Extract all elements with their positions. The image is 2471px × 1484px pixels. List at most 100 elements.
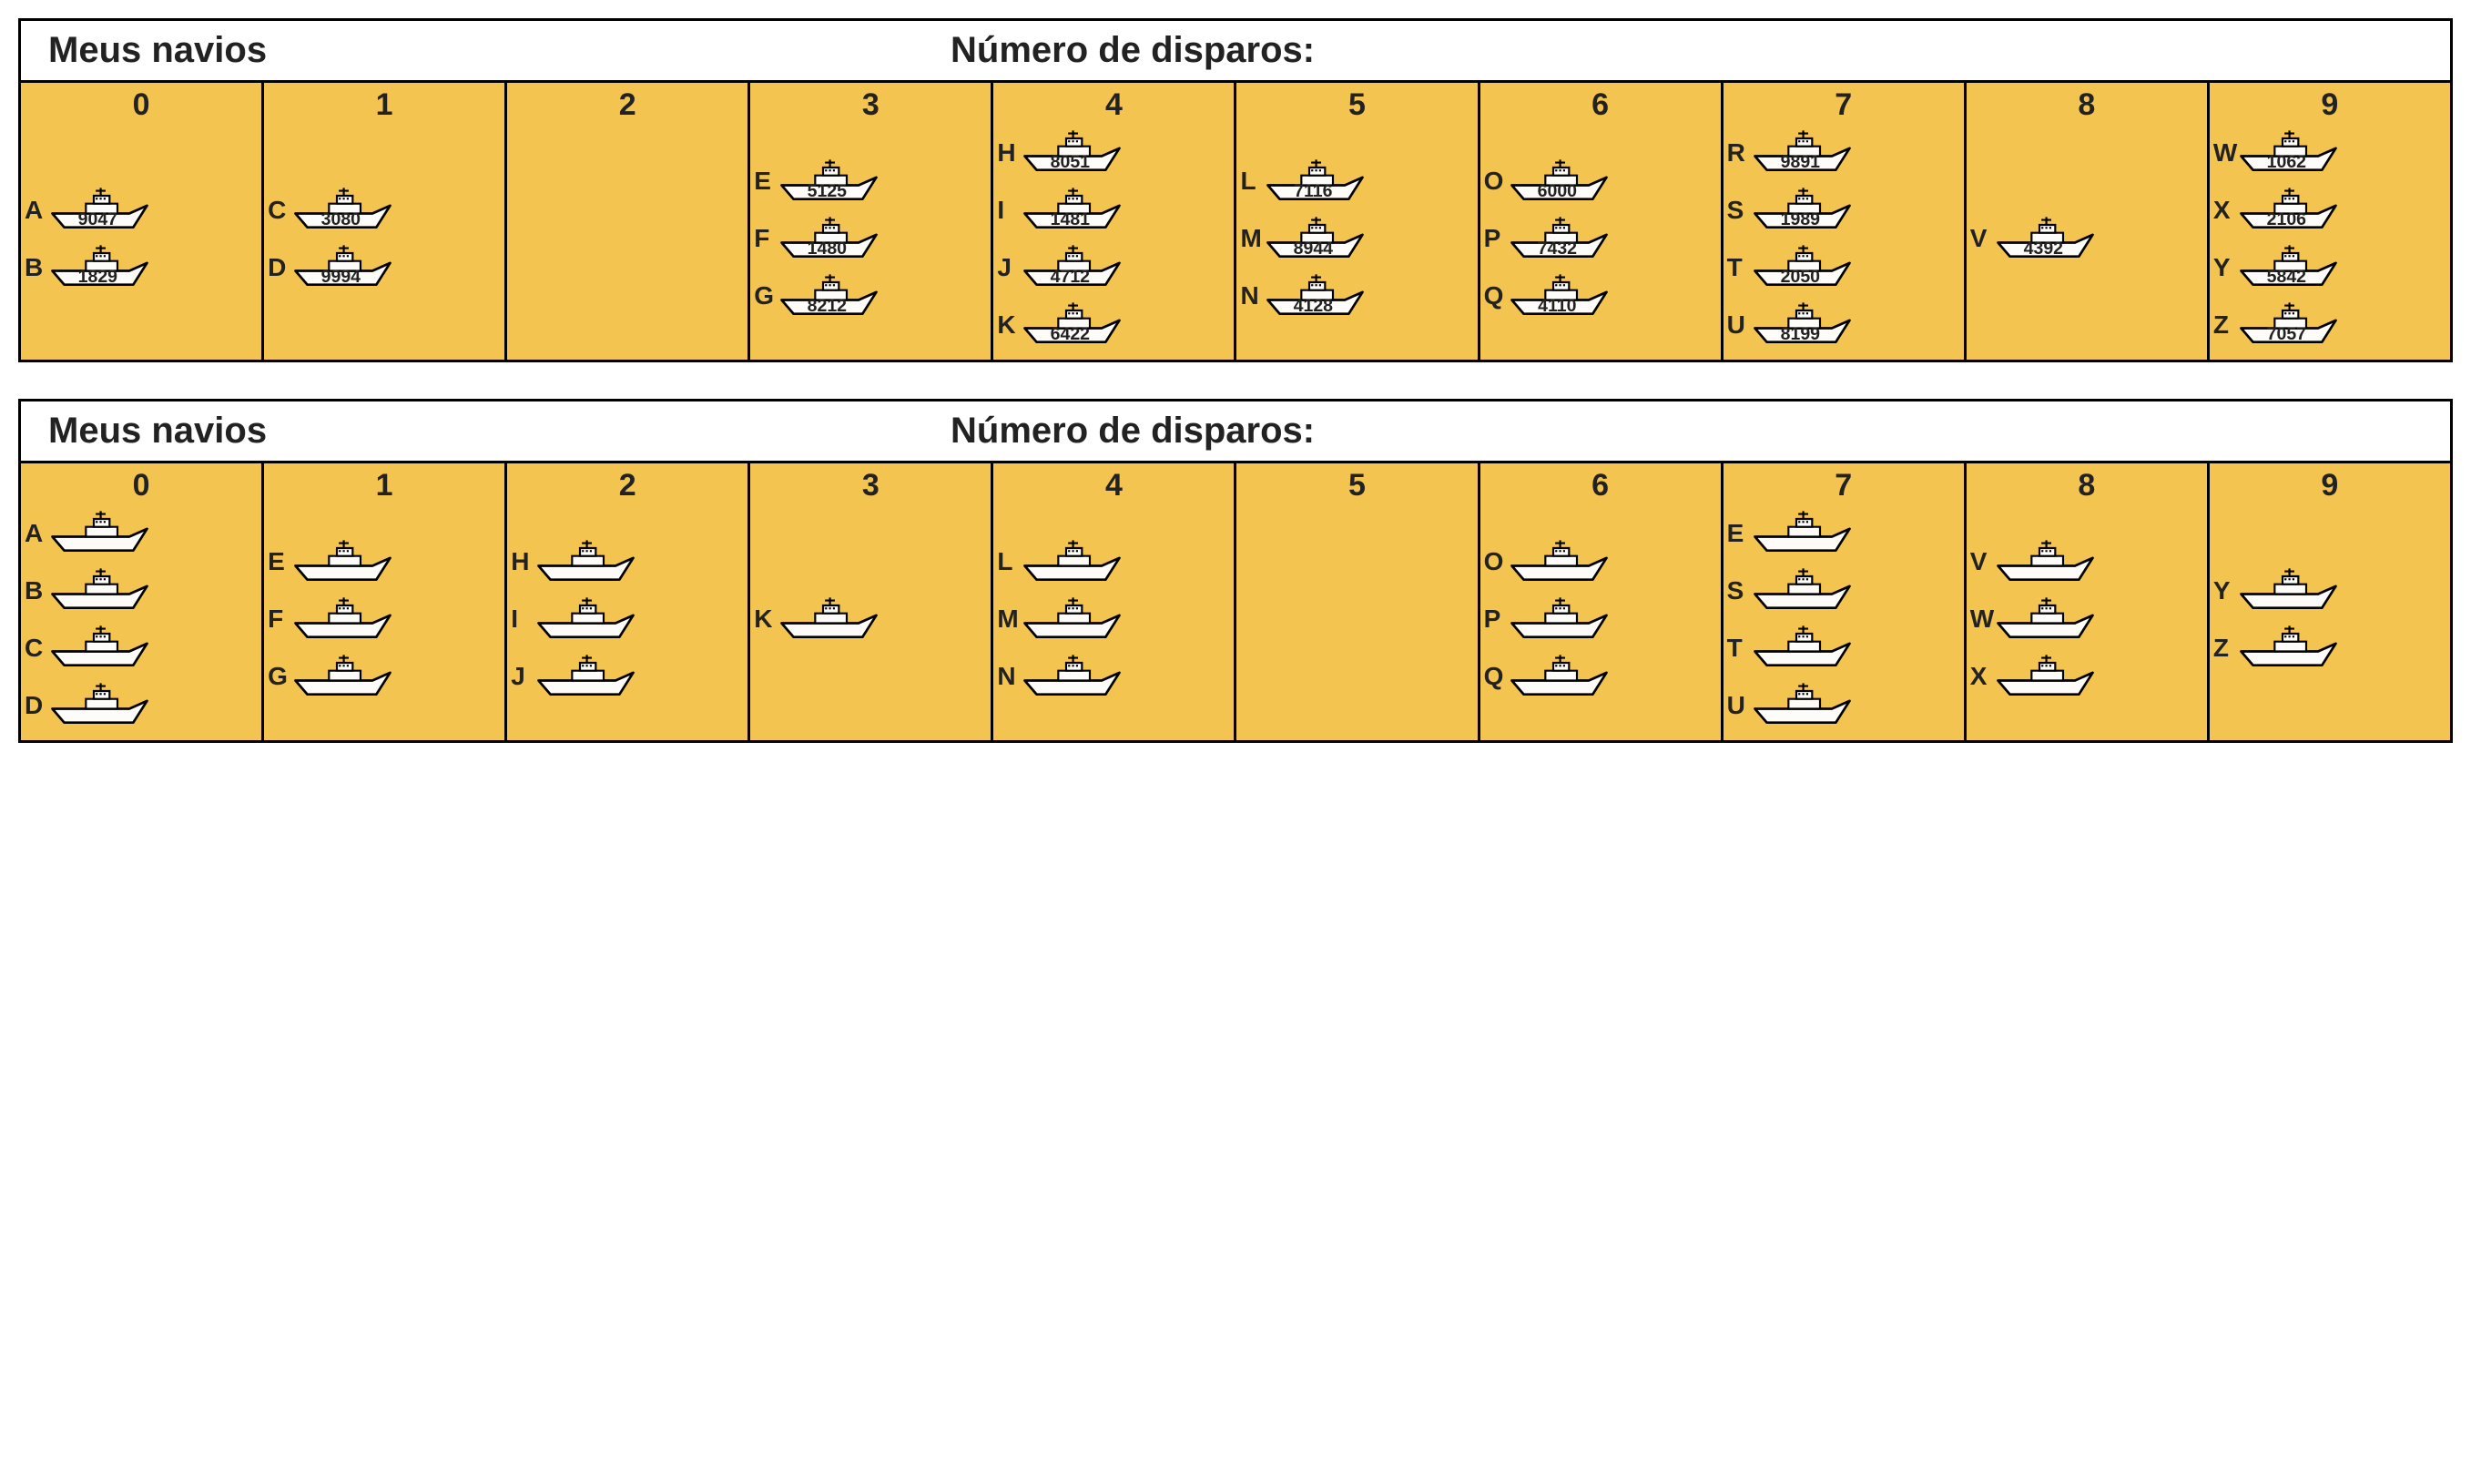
ships-container: H I J	[511, 507, 744, 731]
ship-item: U 8199	[1727, 299, 1960, 351]
ship-item: H 8051	[997, 127, 1230, 178]
ship-item: O	[1484, 536, 1717, 588]
ship-letter: H	[511, 547, 531, 576]
ship-letter: U	[1727, 310, 1747, 340]
ship-letter: Q	[1484, 281, 1504, 310]
ship-icon: 9047	[46, 184, 258, 236]
ship-item: C 3080	[268, 184, 501, 236]
svg-text:6422: 6422	[1051, 324, 1091, 344]
ship-item: A 9047	[25, 184, 258, 236]
ship-icon	[1749, 622, 1960, 674]
ship-item: G	[268, 651, 501, 703]
ship-item: J 4712	[997, 241, 1230, 293]
column-number: 7	[1727, 87, 1960, 123]
ship-item: X 2106	[2213, 184, 2446, 236]
ship-letter: Z	[2213, 634, 2233, 663]
ship-letter: C	[268, 196, 288, 225]
ship-icon: 8944	[1262, 213, 1473, 265]
board-column: 2 H I J	[507, 463, 750, 740]
ship-letter: P	[1484, 605, 1504, 634]
ship-item: W 1062	[2213, 127, 2446, 178]
ship-icon: 4712	[1019, 241, 1230, 293]
svg-text:4712: 4712	[1051, 267, 1091, 287]
board-column: 8 V W X	[1967, 463, 2210, 740]
column-number: 9	[2213, 468, 2446, 503]
ship-item: Q 4110	[1484, 270, 1717, 322]
ship-letter: S	[1727, 196, 1747, 225]
column-number: 0	[25, 87, 258, 123]
board-column: 5	[1236, 463, 1480, 740]
ship-item: M 8944	[1240, 213, 1473, 265]
svg-text:8944: 8944	[1294, 239, 1334, 259]
board-column: 3K	[750, 463, 993, 740]
ship-letter: X	[1970, 662, 1990, 691]
ship-letter: J	[997, 253, 1017, 282]
ship-icon: 1062	[2235, 127, 2446, 178]
ship-letter: M	[1240, 224, 1260, 253]
column-number: 7	[1727, 468, 1960, 503]
ship-item: Q	[1484, 651, 1717, 703]
game-board: Meus navios Número de disparos: 0A 9047 …	[18, 18, 2453, 362]
ship-item: M	[997, 594, 1230, 645]
ship-letter: W	[2213, 138, 2233, 168]
board-column: 1 E F G	[264, 463, 507, 740]
svg-text:9047: 9047	[78, 209, 117, 229]
ship-letter: E	[1727, 519, 1747, 548]
ship-icon	[533, 594, 744, 645]
ship-icon: 7116	[1262, 156, 1473, 208]
ship-icon	[46, 622, 258, 674]
column-number: 4	[997, 468, 1230, 503]
column-number: 1	[268, 87, 501, 123]
board-column: 9Y Z	[2210, 463, 2450, 740]
column-number: 0	[25, 468, 258, 503]
ship-letter: C	[25, 634, 45, 663]
ship-item: V 4392	[1970, 213, 2203, 265]
ship-icon: 9994	[290, 241, 501, 293]
column-number: 5	[1240, 468, 1473, 503]
ship-item: B 1829	[25, 241, 258, 293]
ship-icon: 5125	[776, 156, 987, 208]
ship-letter: K	[754, 605, 774, 634]
ship-item: T	[1727, 622, 1960, 674]
ship-letter: E	[268, 547, 288, 576]
ship-letter: Y	[2213, 253, 2233, 282]
board-column: 5L 7116 M 8944 N 4128	[1236, 83, 1480, 360]
ship-icon	[1749, 564, 1960, 616]
column-number: 6	[1484, 87, 1717, 123]
ship-item: T 2050	[1727, 241, 1960, 293]
column-number: 8	[1970, 468, 2203, 503]
ship-icon	[1992, 651, 2203, 703]
ship-icon: 1480	[776, 213, 987, 265]
column-number: 1	[268, 468, 501, 503]
board-title-right: Número de disparos:	[951, 411, 2423, 452]
ship-letter: S	[1727, 576, 1747, 605]
ships-container: V W X	[1970, 507, 2203, 731]
ship-letter: I	[997, 196, 1017, 225]
ship-item: N	[997, 651, 1230, 703]
svg-text:1829: 1829	[78, 267, 118, 287]
ship-letter: B	[25, 253, 45, 282]
ship-letter: I	[511, 605, 531, 634]
ships-container: E 5125 F 1480 G 8212	[754, 127, 987, 351]
ship-item: S 1989	[1727, 184, 1960, 236]
column-number: 5	[1240, 87, 1473, 123]
ship-icon: 1989	[1749, 184, 1960, 236]
svg-text:5842: 5842	[2266, 267, 2306, 287]
column-number: 8	[1970, 87, 2203, 123]
ship-letter: D	[268, 253, 288, 282]
column-number: 2	[511, 468, 744, 503]
column-number: 4	[997, 87, 1230, 123]
ships-container: L M N	[997, 507, 1230, 731]
ship-icon: 8051	[1019, 127, 1230, 178]
ship-item: D	[25, 679, 258, 731]
ship-icon: 7057	[2235, 299, 2446, 351]
ships-container: O P Q	[1484, 507, 1717, 731]
ship-item: F	[268, 594, 501, 645]
ship-item: O 6000	[1484, 156, 1717, 208]
ship-icon	[1506, 594, 1717, 645]
ship-icon	[1506, 536, 1717, 588]
game-board: Meus navios Número de disparos: 0A B C D…	[18, 399, 2453, 743]
ship-icon	[290, 651, 501, 703]
ship-icon	[1019, 594, 1230, 645]
ship-item: Z 7057	[2213, 299, 2446, 351]
